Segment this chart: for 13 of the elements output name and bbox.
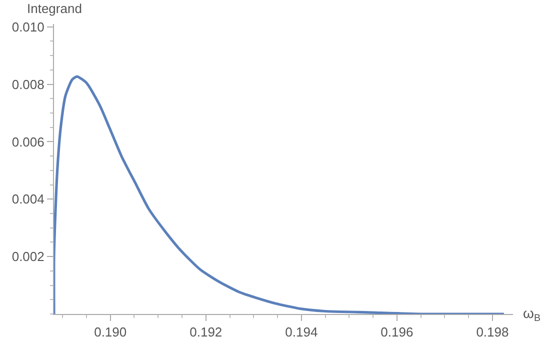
line-series bbox=[54, 75, 506, 314]
y-tick-label: 0.010 bbox=[12, 19, 44, 34]
y-axis-title: Integrand bbox=[27, 1, 82, 16]
y-tick-label: 0.006 bbox=[12, 134, 44, 150]
x-tick-label: 0.194 bbox=[285, 324, 318, 340]
x-tick-label: 0.192 bbox=[190, 324, 222, 340]
y-tick-label: 0.008 bbox=[12, 76, 44, 92]
x-axis-title: ω$_{B}$ bbox=[523, 305, 541, 324]
y-tick-label: 0.002 bbox=[12, 249, 44, 264]
x-tick-label: 0.190 bbox=[94, 324, 127, 340]
y-tick-label: 0.004 bbox=[12, 192, 44, 207]
x-tick-label: 0.196 bbox=[380, 324, 414, 340]
x-tick-label: 0.198 bbox=[476, 324, 509, 340]
